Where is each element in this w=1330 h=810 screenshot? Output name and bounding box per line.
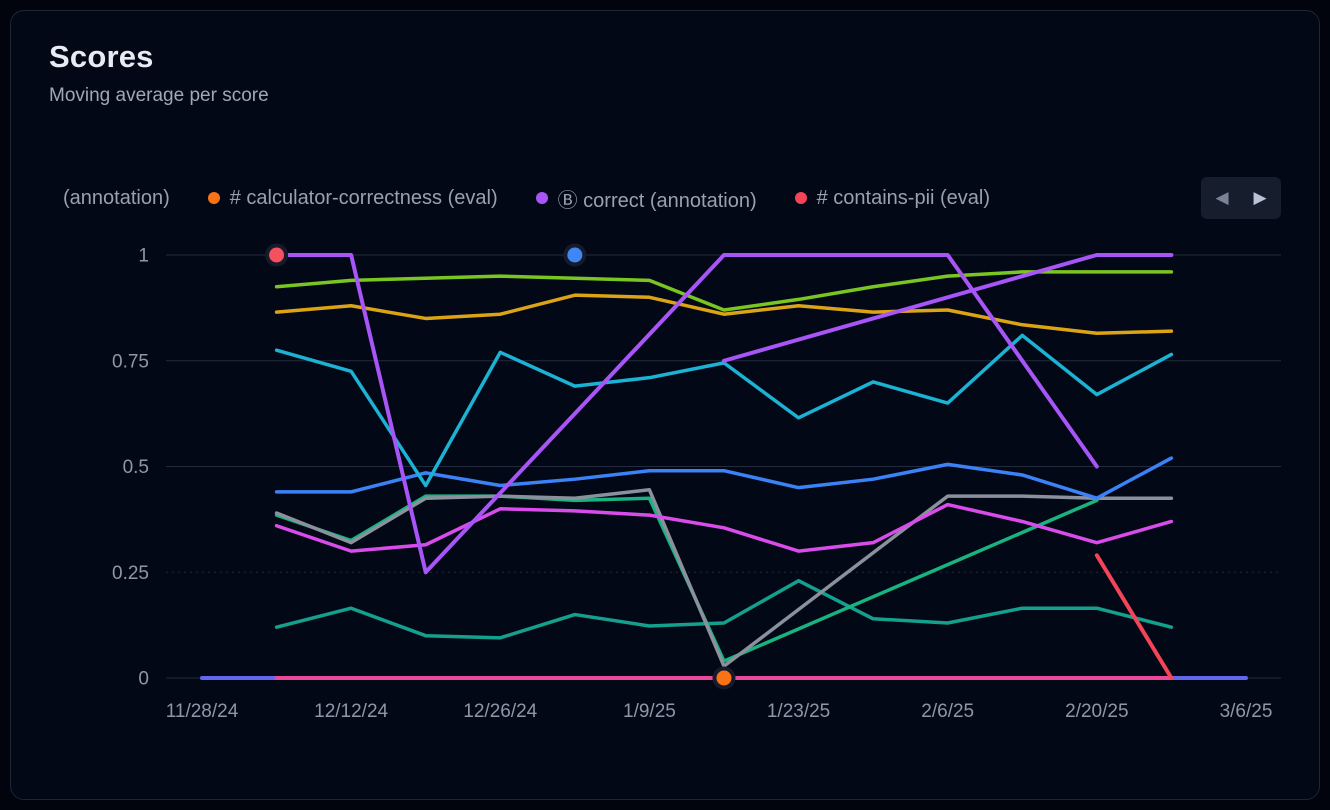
scores-card: Scores Moving average per score (annotat… — [10, 10, 1320, 800]
legend-prev-button[interactable]: ◀ — [1208, 182, 1236, 214]
series-cyan — [274, 333, 1174, 488]
legend-item-correct-annotation[interactable]: Ⓑ correct (annotation) — [535, 184, 757, 213]
series-lime — [274, 270, 1174, 312]
x-axis-tick-label: 3/6/25 — [1220, 701, 1273, 722]
y-axis-tick-label: 1 — [138, 246, 149, 267]
series-blue — [274, 456, 1174, 500]
x-axis-tick-label: 12/26/24 — [463, 701, 537, 722]
page-title: Scores — [49, 39, 154, 74]
legend-pager: ◀ ▶ — [1201, 177, 1281, 219]
x-axis-tick-label: 2/20/25 — [1065, 701, 1128, 722]
legend-dot-icon — [535, 192, 548, 204]
x-axis-tick-label: 2/6/25 — [921, 701, 974, 722]
series-amber — [274, 293, 1174, 336]
y-axis-tick-label: 0 — [138, 669, 149, 690]
legend-item-contains-pii[interactable]: # contains-pii (eval) — [794, 186, 991, 210]
legend-dot-icon — [207, 192, 220, 204]
marker-contains-pii-dot — [269, 247, 285, 263]
legend-dot-icon — [794, 192, 807, 204]
series-teal-low — [274, 578, 1174, 640]
y-axis-tick-label: 0.75 — [112, 351, 149, 372]
series-correct-annotation-purple — [274, 253, 1099, 575]
scores-chart-svg: 0 0.25 0.5 0.75 1 11/28/24 12/12/24 12/26/24 1/9… — [112, 243, 1281, 722]
marker-calculator-correctness-dot — [716, 670, 732, 686]
x-axis-tick-label: 1/23/25 — [767, 701, 830, 722]
scores-chart: 0 0.25 0.5 0.75 1 11/28/24 12/12/24 12/26/24 1/9… — [49, 233, 1281, 743]
legend-item-calculator-correctness[interactable]: # calculator-correctness (eval) — [207, 186, 498, 210]
legend-item-label: Ⓑ correct (annotation) — [557, 189, 757, 212]
y-axis-tick-label: 0.5 — [123, 457, 149, 478]
series-gray — [274, 488, 1174, 668]
series-fuchsia — [274, 502, 1174, 553]
legend-item-label: # contains-pii (eval) — [816, 186, 991, 209]
legend-next-button[interactable]: ▶ — [1246, 182, 1274, 214]
series-purple-rising — [721, 253, 1174, 363]
legend-item-annotation[interactable]: (annotation) — [63, 187, 170, 210]
y-axis-tick-label: 0.25 — [112, 563, 149, 584]
x-axis-tick-label: 1/9/25 — [623, 701, 676, 722]
legend-item-label: (annotation) — [63, 186, 170, 209]
x-axis-tick-label: 12/12/24 — [314, 701, 388, 722]
series-contains-pii-red — [1094, 553, 1174, 680]
legend: (annotation) # calculator-correctness (e… — [49, 177, 1281, 219]
legend-item-label: # calculator-correctness (eval) — [229, 186, 498, 209]
x-axis-tick-label: 11/28/24 — [166, 701, 239, 722]
chevron-left-icon: ◀ — [1215, 188, 1229, 207]
marker-blue-dot — [567, 247, 583, 263]
card-subtitle: Moving average per score — [49, 85, 269, 106]
chevron-right-icon: ▶ — [1253, 188, 1267, 207]
